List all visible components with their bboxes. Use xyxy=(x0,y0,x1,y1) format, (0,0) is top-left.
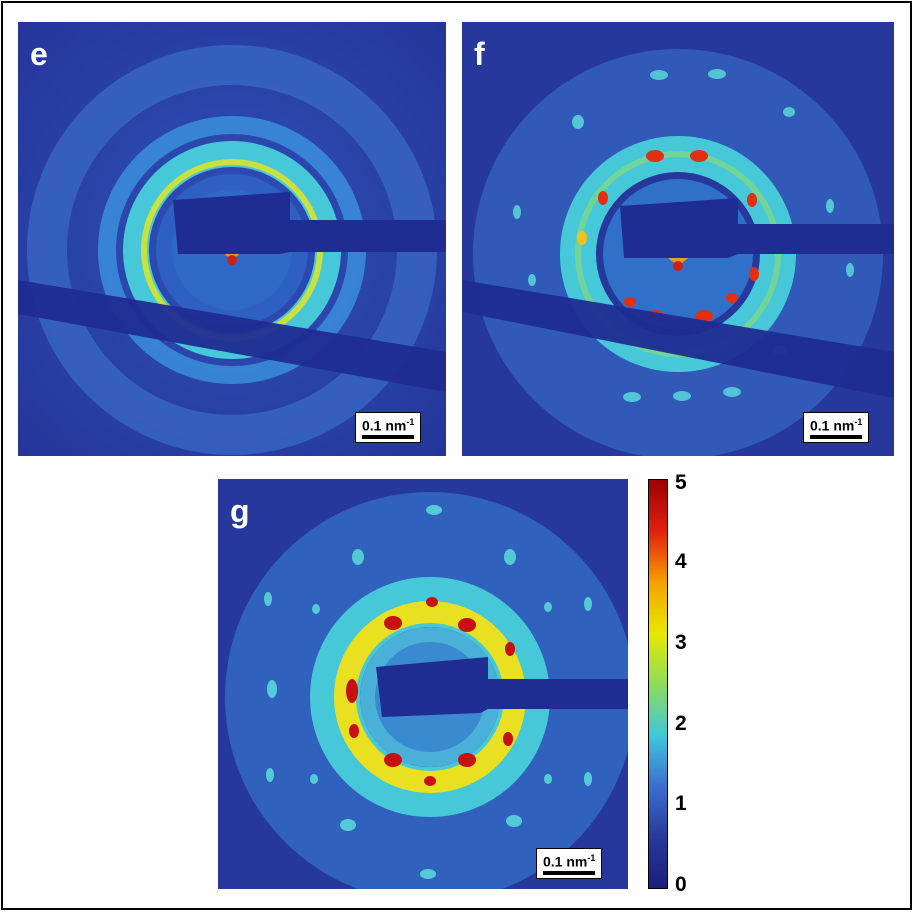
inner-ring-spots xyxy=(346,597,515,786)
scale-bar-text: 0.1 nm-1 xyxy=(543,853,596,870)
colorbar-tick-5: 5 xyxy=(675,471,687,494)
colorbar-tick-0: 0 xyxy=(675,873,687,896)
panel-f-label: f xyxy=(474,36,485,72)
panel-e-diffraction-image: e 0.1 nm-1 xyxy=(18,22,446,456)
panel-f-diffraction-image: f 0.1 nm-1 xyxy=(462,22,894,456)
panel-g-diffraction-image: g 0.1 nm-1 xyxy=(218,479,628,889)
panel-f-scale-bar: 0.1 nm-1 xyxy=(803,412,870,443)
scale-bar-line xyxy=(543,870,596,875)
panel-e-pattern xyxy=(18,22,446,456)
outer-ring-spots xyxy=(264,505,592,879)
scale-bar-text: 0.1 nm-1 xyxy=(362,417,415,434)
panel-g-label: g xyxy=(230,493,250,529)
colorbar-tick-4: 4 xyxy=(675,550,687,573)
panel-f-pattern xyxy=(462,22,894,456)
panel-g-scale-bar: 0.1 nm-1 xyxy=(536,848,603,879)
intensity-colorbar xyxy=(648,479,668,889)
scale-bar-line xyxy=(362,434,415,439)
colorbar-tick-1: 1 xyxy=(675,792,687,815)
outer-ring-spots xyxy=(513,69,854,402)
colorbar-tick-3: 3 xyxy=(675,631,687,654)
panel-e-label: e xyxy=(30,36,48,72)
colorbar-tick-2: 2 xyxy=(675,712,687,735)
panel-e-scale-bar: 0.1 nm-1 xyxy=(355,412,422,443)
panel-g-pattern xyxy=(218,479,628,889)
scale-bar-text: 0.1 nm-1 xyxy=(810,417,863,434)
scale-bar-line xyxy=(810,434,863,439)
